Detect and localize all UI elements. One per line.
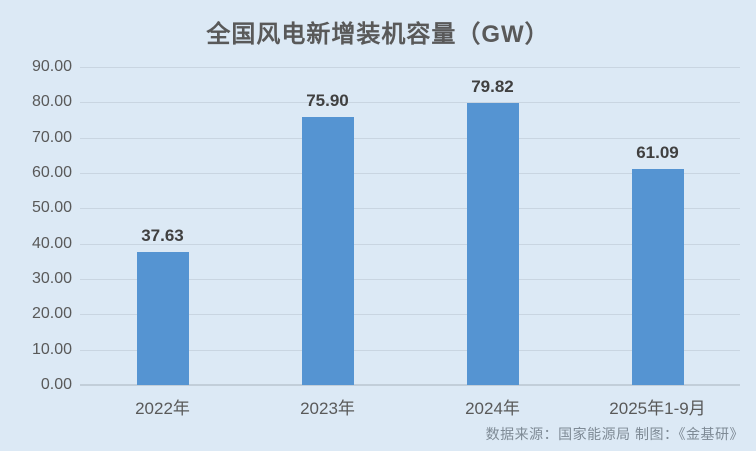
chart-title: 全国风电新增装机容量（GW） bbox=[206, 21, 550, 48]
source-note: 数据来源：国家能源局 制图：《金基研》 bbox=[485, 426, 744, 442]
x-axis-line bbox=[80, 384, 740, 386]
gridline bbox=[80, 243, 740, 245]
gridline bbox=[80, 349, 740, 351]
bar-2023年 bbox=[301, 116, 354, 385]
bar-2022年 bbox=[136, 252, 189, 385]
bar-2024年 bbox=[466, 102, 519, 385]
gridline bbox=[80, 208, 740, 210]
y-axis-label: 70.00 bbox=[31, 128, 72, 146]
y-axis-label: 10.00 bbox=[31, 340, 72, 358]
y-axis-label: 0.00 bbox=[40, 376, 72, 393]
gridline bbox=[80, 173, 740, 174]
y-axis-label: 40.00 bbox=[31, 234, 72, 252]
y-axis-label: 90.00 bbox=[31, 58, 72, 75]
x-axis-label: 2024年 bbox=[465, 399, 520, 418]
x-axis-label: 2025年1-9月 bbox=[609, 399, 706, 418]
y-axis-label: 30.00 bbox=[31, 270, 72, 287]
gridline bbox=[80, 137, 740, 139]
gridline bbox=[80, 102, 740, 104]
gridline bbox=[80, 279, 740, 280]
y-axis-label: 80.00 bbox=[31, 93, 72, 111]
bar-value-label: 61.09 bbox=[636, 143, 679, 163]
plot-area bbox=[80, 67, 740, 386]
x-axis-label: 2022年 bbox=[135, 399, 190, 418]
y-axis-label: 50.00 bbox=[31, 199, 72, 217]
bar-value-label: 75.90 bbox=[306, 90, 349, 110]
bar-value-label: 37.63 bbox=[141, 226, 184, 246]
bar-value-label: 79.82 bbox=[471, 76, 514, 96]
x-axis-label: 2023年 bbox=[300, 399, 355, 418]
gridline bbox=[80, 67, 740, 68]
y-axis-label: 60.00 bbox=[31, 164, 72, 181]
y-axis-label: 20.00 bbox=[31, 305, 72, 323]
bar-2025年1-9月 bbox=[631, 169, 684, 385]
gridline bbox=[80, 314, 740, 316]
